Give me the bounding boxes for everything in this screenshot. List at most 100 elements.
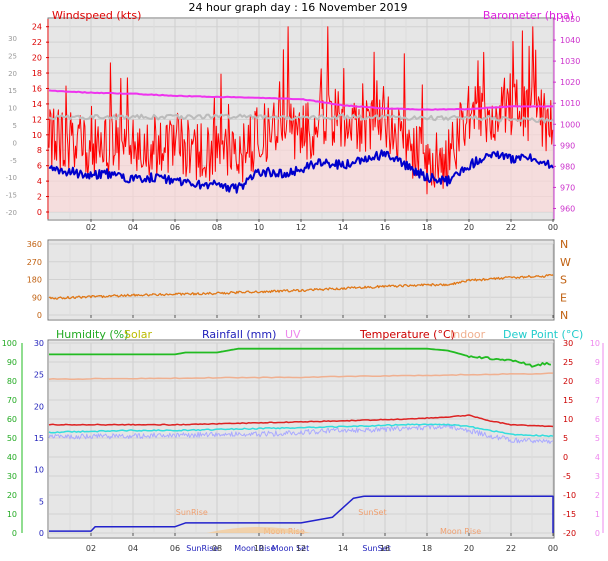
x-tick-label: 22 (506, 544, 516, 553)
humidity-line (49, 347, 552, 368)
windspeed-tick-label: 10 (32, 131, 42, 140)
uv-tick-label: 1 (595, 510, 600, 519)
barometer-tick-label: 1010 (560, 99, 580, 108)
indoor-line (48, 372, 553, 381)
compass-label: W (560, 256, 571, 269)
uv-tick-label: 7 (595, 396, 600, 405)
uv-tick-label: 8 (595, 377, 600, 386)
moon-rise-marker: Moon Rise (234, 544, 275, 553)
windspeed-line (48, 26, 554, 195)
x-tick-label: 20 (464, 544, 474, 553)
x-tick-label: 06 (170, 544, 180, 553)
windspeed-axis-label: Windspeed (kts) (52, 9, 141, 22)
x-tick-label: 14 (338, 544, 348, 553)
legend-temperature: Temperature (°C) (359, 328, 455, 341)
barometer-tick-label: 970 (560, 183, 575, 192)
temperature-tick-label: 30 (563, 339, 573, 348)
temperature-tick-label: 25 (563, 358, 573, 367)
rainfall-line (49, 495, 554, 533)
temperature-line (48, 414, 554, 428)
compass-label: E (560, 291, 567, 304)
barometer-tick-label: 1020 (560, 78, 580, 87)
x-tick-label: 04 (128, 544, 138, 553)
uv-tick-label: 2 (595, 491, 600, 500)
outer-tick-label: 30 (8, 35, 17, 43)
windspeed-tick-label: 22 (32, 38, 42, 47)
barometer-tick-label: 960 (560, 204, 575, 213)
direction-tick-label: 270 (27, 258, 42, 267)
outer-tick-label: -15 (6, 192, 17, 200)
legend-uv: UV (285, 328, 301, 341)
x-tick-label: 14 (338, 223, 348, 232)
x-tick-label: 00 (548, 223, 558, 232)
direction-tick-label: 90 (32, 293, 42, 302)
barometer-tick-label: 1030 (560, 57, 580, 66)
windspeed-tick-label: 14 (32, 100, 42, 109)
rainfall-tick-label: 15 (34, 434, 44, 443)
uv-tick-label: 0 (595, 529, 600, 538)
uv-tick-label: 10 (590, 339, 600, 348)
outer-tick-label: 5 (13, 122, 17, 130)
x-tick-label: 18 (422, 544, 432, 553)
temperature-panel-series: SunRise SunSet Moon Rise Moon Rise SunRise Mo… (48, 347, 554, 553)
barometer-tick-label: 1050 (560, 15, 580, 24)
windspeed-tick-label: 8 (37, 146, 42, 155)
humidity-tick-label: 50 (7, 434, 17, 443)
barometer-tick-label: 980 (560, 162, 575, 171)
wind-direction-line (48, 273, 554, 300)
wind-panel-axes: 024681012141618202224-20-15-10-505101520… (6, 15, 581, 232)
windspeed-tick-label: 24 (32, 23, 42, 32)
windspeed-tick-label: 0 (37, 208, 42, 217)
barometer-line (48, 89, 554, 111)
direction-tick-label: 0 (37, 311, 42, 320)
temperature-tick-label: 15 (563, 396, 573, 405)
uv-tick-label: 9 (595, 358, 600, 367)
temperature-tick-label: 5 (563, 434, 568, 443)
wind-panel: 024681012141618202224-20-15-10-505101520… (6, 9, 581, 232)
compass-label: N (560, 238, 568, 251)
humidity-tick-label: 100 (2, 339, 17, 348)
direction-tick-label: 180 (27, 276, 42, 285)
wind-panel-series (48, 26, 554, 213)
x-tick-label: 10 (254, 544, 264, 553)
humidity-tick-label: 90 (7, 358, 17, 367)
sunset-annotation: SunSet (358, 508, 386, 517)
rainfall-tick-label: 30 (34, 339, 44, 348)
x-tick-label: 10 (254, 223, 264, 232)
x-tick-label: 02 (86, 223, 96, 232)
x-tick-label: 00 (548, 544, 558, 553)
solar-area (206, 527, 312, 533)
temperature-tick-label: -10 (563, 491, 576, 500)
sunrise-marker: SunRise (186, 544, 218, 553)
humidity-tick-label: 70 (7, 396, 17, 405)
barometer-tick-label: 1040 (560, 36, 580, 45)
outer-tick-label: 25 (8, 52, 17, 60)
rainfall-tick-label: 10 (34, 466, 44, 475)
x-tick-label: 08 (212, 223, 222, 232)
uv-tick-label: 3 (595, 472, 600, 481)
temperature-tick-label: 0 (563, 453, 568, 462)
x-tick-label: 06 (170, 223, 180, 232)
dew-point-average-line (48, 423, 554, 444)
barometer-tick-label: 1000 (560, 120, 580, 129)
outer-tick-label: -20 (6, 209, 17, 217)
windspeed-tick-label: 4 (37, 177, 42, 186)
sunrise-annotation: SunRise (176, 508, 208, 517)
x-tick-label: 12 (296, 544, 306, 553)
graph-title: 24 hour graph day : 16 November 2019 (188, 1, 407, 14)
compass-label: S (560, 274, 567, 287)
x-tick-label: 12 (296, 223, 306, 232)
average-line (48, 113, 554, 124)
temperature-panel-grid (49, 342, 554, 534)
outer-tick-label: 20 (8, 70, 17, 78)
windspeed-tick-label: 20 (32, 54, 42, 63)
barometer-tick-label: 990 (560, 141, 575, 150)
temperature-tick-label: 20 (563, 377, 573, 386)
legend-rainfall: Rainfall (mm) (202, 328, 276, 341)
compass-label: N (560, 309, 568, 322)
x-tick-label: 16 (380, 223, 390, 232)
uv-tick-label: 4 (595, 453, 600, 462)
temperature-tick-label: -15 (563, 510, 576, 519)
